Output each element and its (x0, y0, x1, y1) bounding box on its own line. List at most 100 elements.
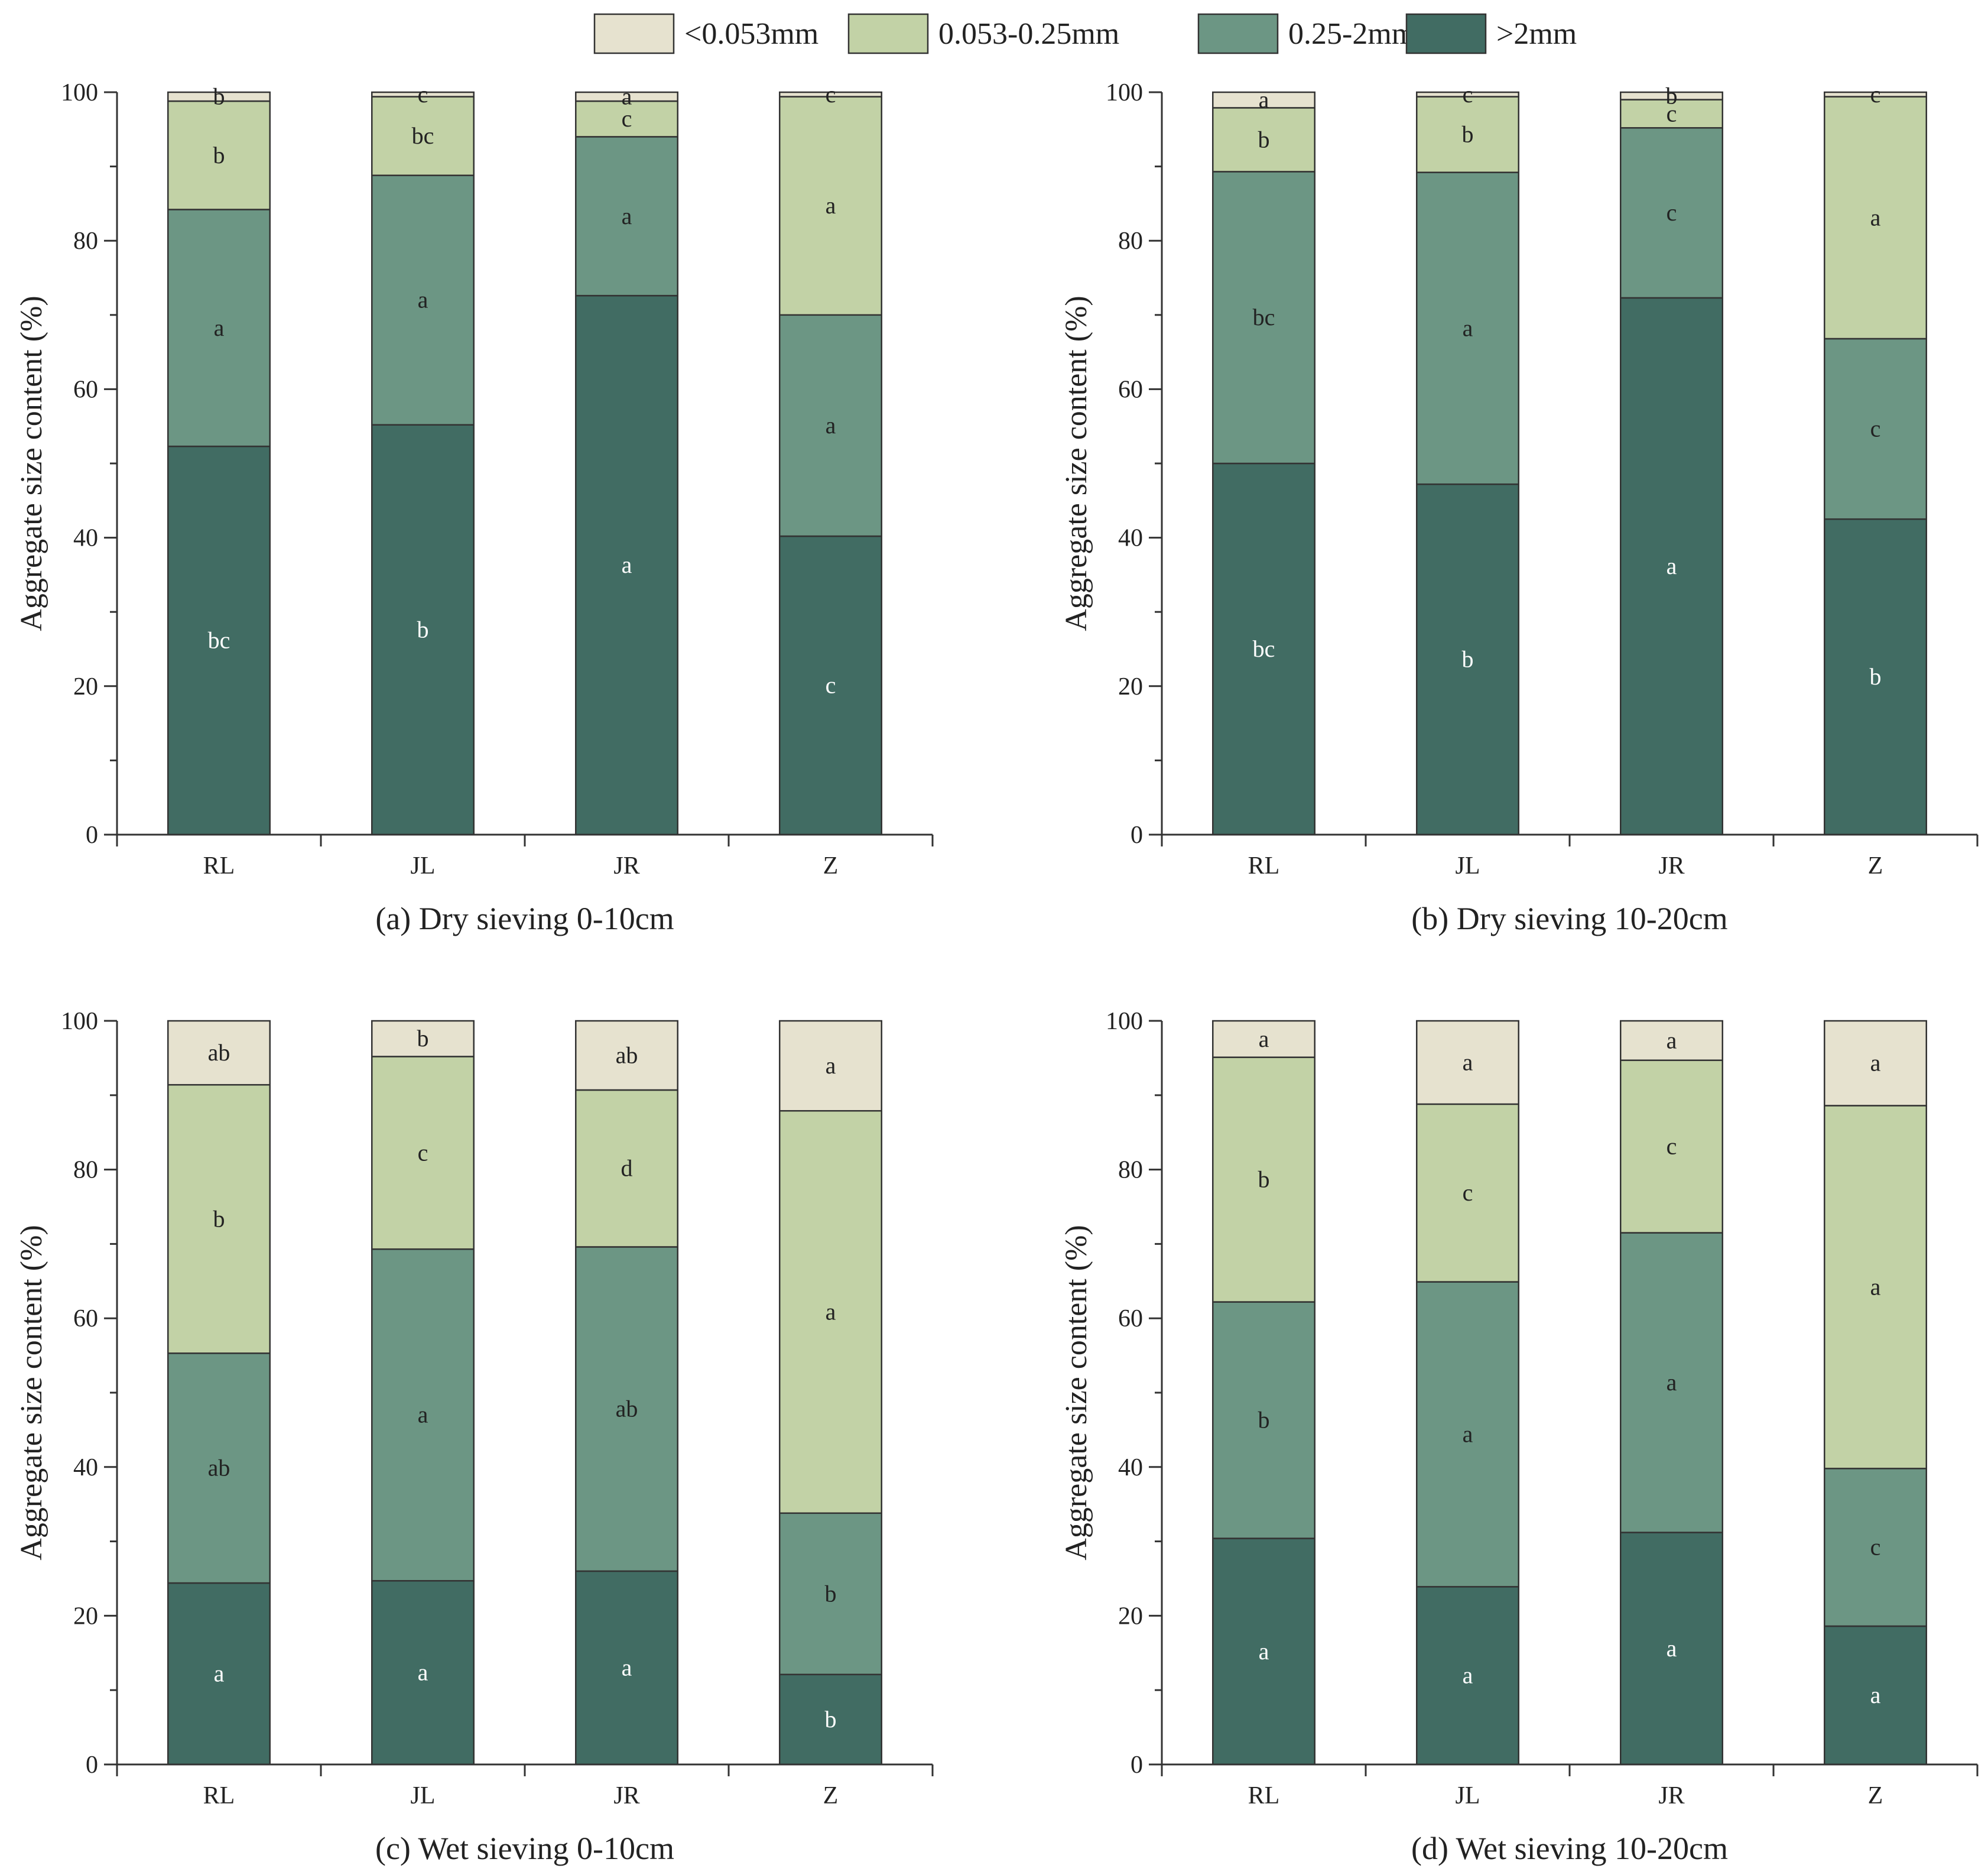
x-tick-label: JL (1456, 852, 1480, 880)
significance-label: a (1870, 1050, 1881, 1076)
bar-segment (575, 91, 678, 102)
bar-segment (1824, 96, 1927, 340)
y-axis-label: Aggregate size content (%) (15, 1225, 48, 1560)
significance-label: ab (616, 1396, 638, 1422)
significance-label: a (418, 1402, 428, 1428)
significance-label: a (1259, 1026, 1269, 1052)
significance-label: a (622, 1654, 632, 1681)
x-tick-label: JL (411, 852, 436, 880)
bar-segment (167, 1352, 271, 1584)
bar-segment (167, 1084, 271, 1354)
significance-label: a (826, 1299, 836, 1325)
x-tick-label: JR (613, 1782, 639, 1809)
bar-segment (1620, 127, 1723, 299)
significance-label: c (1667, 199, 1677, 226)
significance-label: a (1870, 204, 1881, 231)
significance-label: ab (208, 1039, 230, 1066)
y-tick-label: 0 (86, 822, 98, 849)
y-tick-label: 60 (73, 1305, 98, 1332)
y-tick-label: 20 (73, 1602, 98, 1630)
bar-segment (167, 1020, 271, 1086)
significance-label: c (1667, 100, 1677, 126)
bar-segment (1416, 96, 1519, 173)
significance-label: c (622, 105, 632, 132)
significance-label: c (1463, 1179, 1473, 1206)
y-tick-label: 80 (1118, 1157, 1143, 1184)
significance-label: c (826, 81, 836, 108)
x-tick-label: RL (1248, 1782, 1280, 1809)
bar-segment (1416, 171, 1519, 485)
significance-label: a (418, 287, 428, 313)
significance-label: b (1462, 646, 1474, 673)
y-tick-label: 60 (73, 376, 98, 403)
bar-segment (1416, 483, 1519, 836)
bar-segment (371, 91, 475, 98)
x-tick-label: JL (1456, 1782, 1480, 1809)
significance-label: a (1870, 1682, 1881, 1708)
bar-segment (371, 1056, 475, 1250)
y-tick-label: 100 (61, 79, 98, 106)
x-tick-label: JR (1658, 852, 1684, 880)
bar-segment (167, 1582, 271, 1766)
significance-label: c (1870, 416, 1881, 442)
panel-title: (c) Wet sieving 0-10cm (375, 1831, 674, 1866)
bar-segment (167, 445, 271, 836)
y-tick-label: 0 (1131, 1751, 1143, 1779)
significance-label: b (825, 1580, 837, 1607)
significance-label: a (1870, 1273, 1881, 1300)
x-tick-label: Z (1868, 1782, 1883, 1809)
significance-label: a (1667, 1635, 1677, 1662)
significance-label: b (825, 1706, 837, 1733)
bar-segment (167, 91, 271, 102)
significance-label: a (622, 203, 632, 229)
x-tick-label: JL (411, 1782, 436, 1809)
significance-label: a (826, 412, 836, 439)
bar-segment (575, 136, 678, 297)
bar-segment (1212, 171, 1315, 465)
x-tick-label: RL (1248, 852, 1280, 880)
significance-label: c (1463, 81, 1473, 108)
bar-segment (575, 100, 678, 138)
y-tick-label: 0 (86, 1751, 98, 1779)
significance-label: b (213, 83, 225, 110)
significance-label: bc (208, 627, 230, 654)
x-tick-label: RL (203, 1782, 235, 1809)
chart-panel: 0 20 40 60 80 100 Aggregate size content (%) a b… (1060, 1008, 1979, 1866)
y-tick-label: 40 (1118, 525, 1143, 552)
bar-segment (1620, 297, 1723, 836)
significance-label: b (417, 1025, 429, 1052)
significance-label: a (1667, 1369, 1677, 1396)
x-tick-label: Z (1868, 852, 1883, 880)
x-tick-label: JR (1658, 1782, 1684, 1809)
bar-segment (779, 535, 882, 836)
panel-title: (d) Wet sieving 10-20cm (1411, 1831, 1728, 1866)
bar-segment (1212, 1537, 1315, 1766)
bar-segment (371, 174, 475, 426)
bar-segment (575, 1020, 678, 1091)
significance-label: a (1463, 314, 1473, 341)
y-tick-label: 100 (1106, 1008, 1143, 1035)
significance-label: a (214, 1660, 225, 1687)
bar-segment (1416, 1020, 1519, 1105)
x-tick-label: JR (613, 852, 639, 880)
significance-label: c (826, 672, 836, 699)
bar-segment (1620, 1059, 1723, 1234)
y-tick-label: 40 (73, 525, 98, 552)
bar-segment (1824, 1625, 1927, 1766)
y-tick-label: 60 (1118, 376, 1143, 403)
bar-segment (371, 1248, 475, 1582)
bar-segment (1416, 1281, 1519, 1588)
y-tick-label: 100 (61, 1008, 98, 1035)
significance-label: bc (1253, 635, 1275, 662)
significance-label: b (1258, 126, 1270, 153)
significance-label: a (622, 552, 632, 578)
legend: <0.053mm 0.053-0.25mm 0.25-2mm >2mm (593, 13, 1577, 54)
significance-label: b (213, 1205, 225, 1232)
significance-label: a (1259, 86, 1269, 113)
panel-title: (b) Dry sieving 10-20cm (1411, 901, 1727, 936)
bar-segment (1824, 91, 1927, 98)
significance-label: bc (1253, 304, 1275, 330)
bar-segment (1416, 1103, 1519, 1283)
